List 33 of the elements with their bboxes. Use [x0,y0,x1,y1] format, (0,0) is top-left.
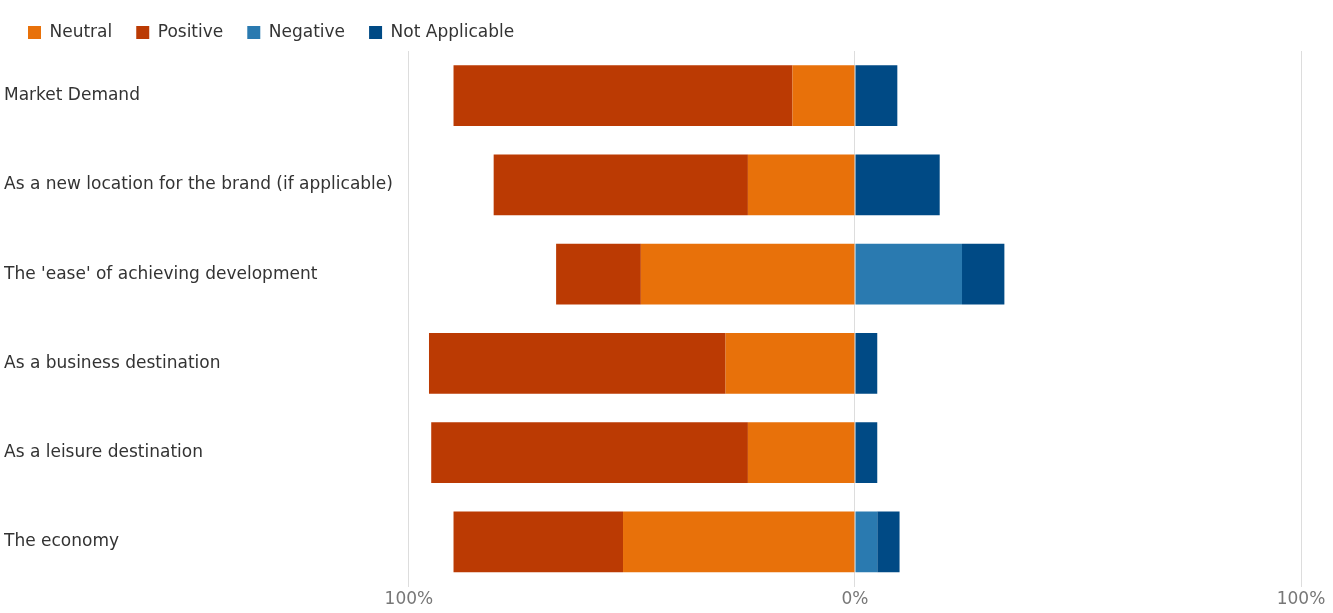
y-tick-label: As a new location for the brand (if applicable) [4,173,393,194]
bar [623,511,855,573]
bar [747,422,855,484]
bar [855,422,878,484]
bar [431,422,748,484]
y-tick-label: As a leisure destination [4,441,203,462]
bar [747,154,855,216]
legend-label: Negative [268,20,346,41]
y-tick-label: The 'ease' of achieving development [3,262,318,283]
bar [556,243,641,305]
y-tick-label: As a business destination [4,351,221,372]
y-tick-label: Market Demand [4,84,140,105]
x-tick-label: 100% [1276,588,1326,609]
bar [493,154,748,216]
legend-label: Positive [157,20,224,41]
bar [453,65,793,126]
legend-label: Neutral [49,20,113,41]
bar [855,154,940,216]
x-tick-label: 100% [384,588,434,609]
bar [855,511,878,573]
bar [453,511,624,573]
bar [640,243,855,305]
y-tick-label: The economy [3,530,120,551]
bar [855,243,963,305]
bar [962,243,1005,305]
bar [725,333,855,394]
bar [428,333,726,394]
bar [855,65,898,126]
bar [792,65,855,126]
x-tick-label: 0% [841,588,869,609]
bar [877,511,900,573]
bar [855,333,878,394]
legend-label: Not Applicable [390,20,515,41]
